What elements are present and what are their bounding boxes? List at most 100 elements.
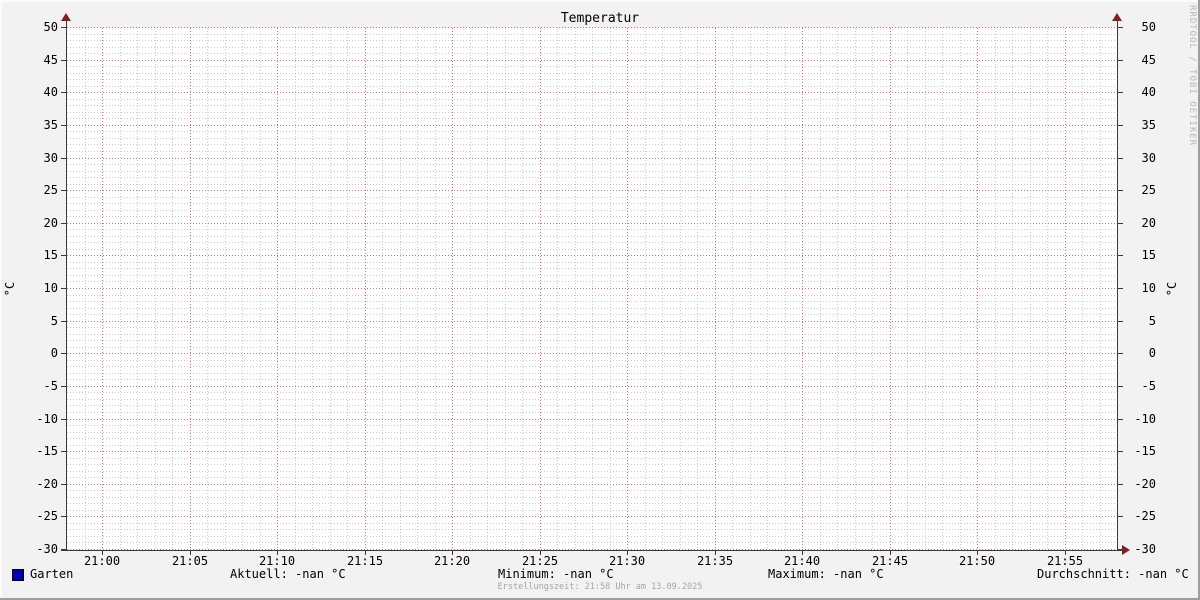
- y-tick-label-right: 35: [1141, 118, 1156, 132]
- x-tick: [190, 550, 191, 555]
- gridline-minor-h: [67, 458, 1117, 459]
- y-tick-label-right: 45: [1141, 53, 1156, 67]
- gridline-minor-h: [67, 295, 1117, 296]
- gridline-minor-h: [67, 432, 1117, 433]
- gridline-minor-v: [155, 28, 156, 550]
- gridline-minor-h: [67, 471, 1117, 472]
- x-tick: [365, 550, 366, 555]
- gridline-major-v: [627, 28, 628, 550]
- gridline-minor-v: [505, 28, 506, 550]
- x-tick: [627, 550, 628, 555]
- x-tick: [890, 550, 891, 555]
- gridline-minor-h: [67, 203, 1117, 204]
- y-tick-right: [1117, 288, 1123, 289]
- gridline-major-v: [1065, 28, 1066, 550]
- y-tick-label-left: 40: [43, 85, 58, 99]
- gridline-minor-v: [1030, 28, 1031, 550]
- gridline-major-h: [67, 158, 1117, 159]
- x-tick-label: 21:05: [171, 554, 209, 568]
- y-axis-right: [1117, 20, 1118, 551]
- creation-time-label: Erstellungszeit: 21:58 Uhr am 13.09.2025: [497, 582, 703, 592]
- gridline-minor-h: [67, 510, 1117, 511]
- gridline-minor-v: [697, 28, 698, 550]
- x-axis-arrow: [1122, 545, 1130, 555]
- x-axis: [61, 550, 1122, 551]
- gridline-minor-v: [820, 28, 821, 550]
- y-tick-label-left: -25: [36, 509, 58, 523]
- y-axis-unit-left: °C: [3, 281, 17, 297]
- gridline-minor-v: [417, 28, 418, 550]
- gridline-minor-v: [330, 28, 331, 550]
- gridline-major-h: [67, 60, 1117, 61]
- gridline-minor-h: [67, 360, 1117, 361]
- legend-stat-maximum: Maximum: -nan °C: [768, 567, 884, 581]
- y-tick-left: [61, 223, 67, 224]
- gridline-minor-h: [67, 86, 1117, 87]
- gridline-minor-h: [67, 445, 1117, 446]
- y-tick-label-left: -10: [36, 412, 58, 426]
- gridline-major-h: [67, 516, 1117, 517]
- y-tick-label-right: 10: [1141, 281, 1156, 295]
- y-tick-label-right: 50: [1141, 20, 1156, 34]
- gridline-minor-v: [925, 28, 926, 550]
- gridline-minor-h: [67, 340, 1117, 341]
- gridline-major-v: [190, 28, 191, 550]
- gridline-minor-h: [67, 99, 1117, 100]
- x-tick-label: 21:20: [433, 554, 471, 568]
- gridline-minor-v: [872, 28, 873, 550]
- gridline-major-h: [67, 27, 1117, 28]
- x-tick-label: 21:55: [1046, 554, 1084, 568]
- y-tick-right: [1117, 321, 1123, 322]
- gridline-minor-h: [67, 53, 1117, 54]
- gridline-minor-h: [67, 373, 1117, 374]
- gridline-minor-v: [172, 28, 173, 550]
- gridline-minor-h: [67, 301, 1117, 302]
- y-tick-left: [61, 549, 67, 550]
- x-tick: [102, 550, 103, 555]
- gridline-major-h: [67, 451, 1117, 452]
- y-tick-right: [1117, 27, 1123, 28]
- gridline-minor-h: [67, 105, 1117, 106]
- gridline-minor-v: [907, 28, 908, 550]
- x-tick: [715, 550, 716, 555]
- gridline-minor-h: [67, 366, 1117, 367]
- gridline-major-h: [67, 190, 1117, 191]
- legend-stat-minimum: Minimum: -nan °C: [498, 567, 614, 581]
- gridline-minor-v: [487, 28, 488, 550]
- gridline-minor-h: [67, 138, 1117, 139]
- gridline-minor-h: [67, 249, 1117, 250]
- gridline-minor-h: [67, 40, 1117, 41]
- gridline-minor-h: [67, 308, 1117, 309]
- x-tick: [452, 550, 453, 555]
- y-tick-label-right: 15: [1141, 248, 1156, 262]
- y-tick-right: [1117, 516, 1123, 517]
- gridline-minor-v: [295, 28, 296, 550]
- gridline-minor-h: [67, 477, 1117, 478]
- gridline-minor-v: [1100, 28, 1101, 550]
- gridline-minor-h: [67, 536, 1117, 537]
- y-tick-right: [1117, 92, 1123, 93]
- gridline-minor-v: [557, 28, 558, 550]
- gridline-minor-h: [67, 412, 1117, 413]
- y-tick-label-left: 45: [43, 53, 58, 67]
- gridline-minor-v: [680, 28, 681, 550]
- y-tick-label-right: 30: [1141, 151, 1156, 165]
- legend-stat-aktuell: Aktuell: -nan °C: [230, 567, 346, 581]
- gridline-minor-h: [67, 262, 1117, 263]
- y-tick-label-right: -15: [1134, 444, 1156, 458]
- gridline-minor-h: [67, 144, 1117, 145]
- gridline-minor-h: [67, 327, 1117, 328]
- gridline-minor-v: [645, 28, 646, 550]
- gridline-minor-v: [767, 28, 768, 550]
- gridline-major-h: [67, 321, 1117, 322]
- gridline-minor-h: [67, 210, 1117, 211]
- gridline-minor-h: [67, 405, 1117, 406]
- gridline-minor-v: [610, 28, 611, 550]
- y-tick-label-left: 10: [43, 281, 58, 295]
- y-tick-label-left: 0: [50, 346, 58, 360]
- gridline-minor-v: [470, 28, 471, 550]
- y-tick-label-right: -5: [1141, 379, 1156, 393]
- x-tick-label: 21:50: [958, 554, 996, 568]
- gridline-minor-v: [785, 28, 786, 550]
- gridline-minor-v: [347, 28, 348, 550]
